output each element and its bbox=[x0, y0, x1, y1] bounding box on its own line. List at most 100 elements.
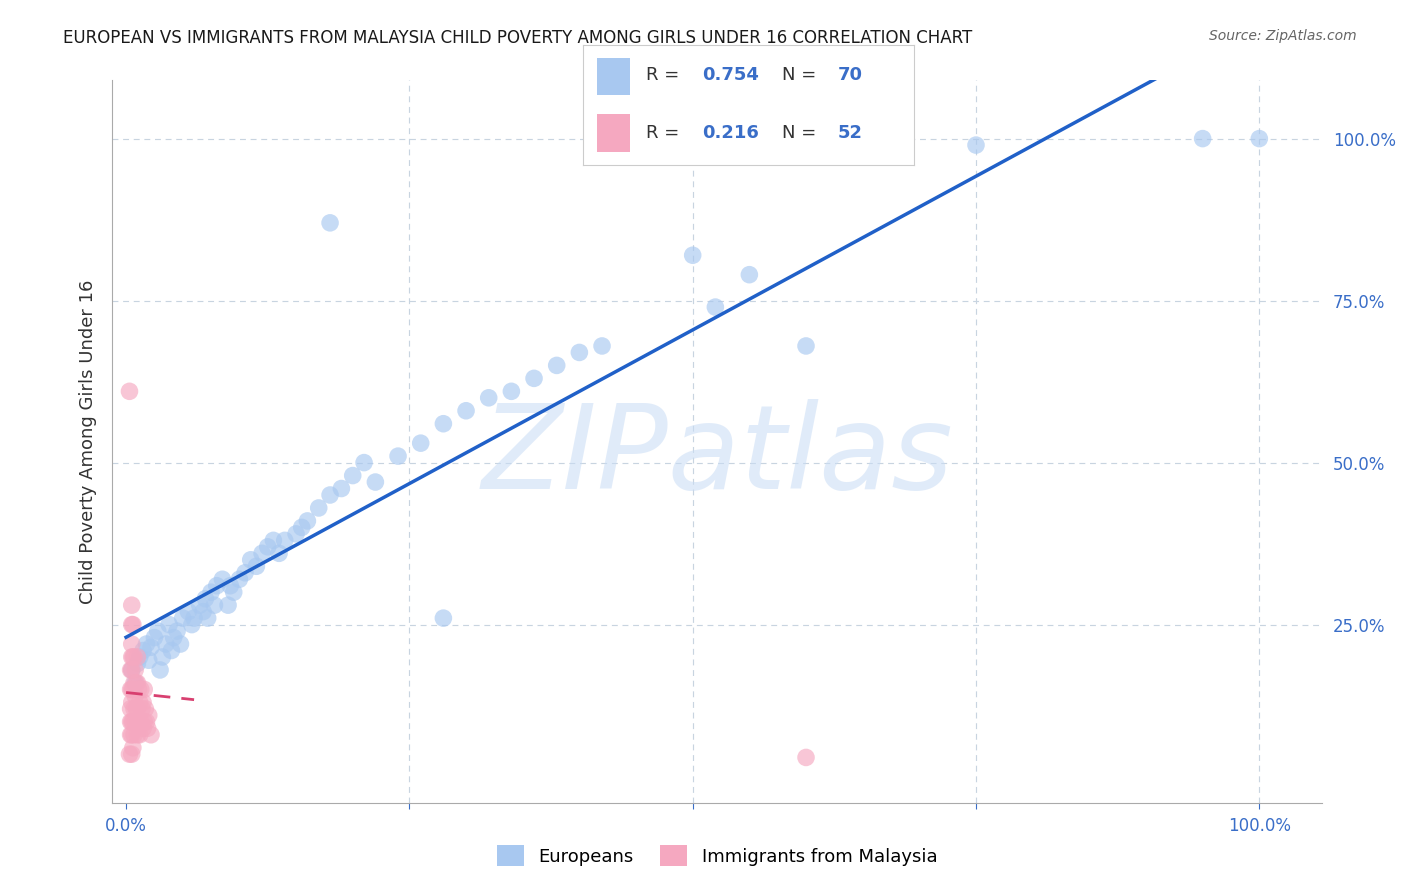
Point bbox=[121, 714, 143, 729]
Point bbox=[125, 676, 148, 690]
Text: 52: 52 bbox=[838, 124, 863, 142]
Point bbox=[127, 702, 149, 716]
Point bbox=[128, 682, 150, 697]
Point bbox=[118, 747, 141, 762]
Point bbox=[139, 640, 162, 655]
Point bbox=[120, 714, 142, 729]
Text: Source: ZipAtlas.com: Source: ZipAtlas.com bbox=[1209, 29, 1357, 43]
Point bbox=[134, 682, 156, 697]
Point bbox=[143, 631, 166, 645]
Point bbox=[239, 553, 262, 567]
Point bbox=[387, 449, 409, 463]
Point bbox=[136, 721, 159, 735]
Point bbox=[146, 624, 169, 638]
Point bbox=[267, 546, 290, 560]
Point bbox=[233, 566, 256, 580]
Point bbox=[129, 714, 152, 729]
Point bbox=[135, 714, 157, 729]
Legend: Europeans, Immigrants from Malaysia: Europeans, Immigrants from Malaysia bbox=[489, 838, 945, 873]
Point bbox=[155, 637, 177, 651]
Text: 0.754: 0.754 bbox=[703, 66, 759, 85]
Point bbox=[135, 637, 157, 651]
Point bbox=[127, 650, 149, 665]
Text: N =: N = bbox=[782, 66, 821, 85]
Point bbox=[200, 585, 222, 599]
Point bbox=[308, 500, 330, 515]
Point bbox=[432, 417, 454, 431]
Point bbox=[121, 598, 143, 612]
Point bbox=[121, 663, 143, 677]
Point bbox=[124, 676, 146, 690]
Point bbox=[122, 702, 145, 716]
Point bbox=[132, 695, 155, 709]
Text: R =: R = bbox=[647, 66, 685, 85]
Point bbox=[124, 714, 146, 729]
Point bbox=[127, 676, 149, 690]
Point bbox=[454, 403, 477, 417]
Point bbox=[1191, 131, 1213, 145]
Point bbox=[591, 339, 613, 353]
Point bbox=[128, 728, 150, 742]
Point bbox=[180, 617, 202, 632]
Point bbox=[794, 750, 817, 764]
Point bbox=[568, 345, 591, 359]
Point bbox=[120, 728, 142, 742]
Point bbox=[274, 533, 297, 548]
Point bbox=[129, 682, 152, 697]
Text: 0.216: 0.216 bbox=[703, 124, 759, 142]
Point bbox=[285, 527, 308, 541]
Point bbox=[704, 300, 727, 314]
Point bbox=[188, 598, 211, 612]
Point bbox=[120, 682, 142, 697]
Point bbox=[291, 520, 314, 534]
Point bbox=[256, 540, 278, 554]
Point bbox=[121, 617, 143, 632]
Point bbox=[682, 248, 704, 262]
Point bbox=[353, 456, 375, 470]
Point bbox=[172, 611, 194, 625]
Point bbox=[409, 436, 432, 450]
Point bbox=[121, 695, 143, 709]
Point bbox=[120, 663, 142, 677]
Point bbox=[122, 728, 145, 742]
Point bbox=[250, 546, 273, 560]
Y-axis label: Child Poverty Among Girls Under 16: Child Poverty Among Girls Under 16 bbox=[79, 279, 97, 604]
Point bbox=[149, 663, 172, 677]
Point bbox=[134, 714, 156, 729]
Text: R =: R = bbox=[647, 124, 685, 142]
Point bbox=[183, 611, 205, 625]
Point bbox=[128, 650, 150, 665]
Point bbox=[217, 598, 239, 612]
Point bbox=[124, 689, 146, 703]
Text: 70: 70 bbox=[838, 66, 863, 85]
Point bbox=[121, 650, 143, 665]
Point bbox=[122, 617, 145, 632]
Point bbox=[965, 138, 987, 153]
Point bbox=[150, 650, 173, 665]
Point bbox=[330, 482, 353, 496]
Point bbox=[121, 663, 143, 677]
Point bbox=[262, 533, 284, 548]
Point bbox=[245, 559, 267, 574]
Point bbox=[163, 631, 186, 645]
Point bbox=[478, 391, 501, 405]
Point bbox=[128, 695, 150, 709]
Text: ZIPatlas: ZIPatlas bbox=[481, 399, 953, 513]
Point bbox=[191, 605, 214, 619]
Text: EUROPEAN VS IMMIGRANTS FROM MALAYSIA CHILD POVERTY AMONG GIRLS UNDER 16 CORRELAT: EUROPEAN VS IMMIGRANTS FROM MALAYSIA CHI… bbox=[63, 29, 973, 46]
Point bbox=[205, 579, 228, 593]
Point bbox=[138, 708, 160, 723]
Point bbox=[738, 268, 761, 282]
Point bbox=[122, 676, 145, 690]
Point bbox=[194, 591, 217, 606]
Point bbox=[124, 663, 146, 677]
Point bbox=[1249, 131, 1271, 145]
Point bbox=[160, 643, 183, 657]
Point bbox=[166, 624, 188, 638]
FancyBboxPatch shape bbox=[596, 58, 630, 95]
Point bbox=[125, 702, 148, 716]
Point bbox=[122, 714, 145, 729]
Point bbox=[319, 488, 342, 502]
Point bbox=[794, 339, 817, 353]
Point bbox=[121, 728, 143, 742]
